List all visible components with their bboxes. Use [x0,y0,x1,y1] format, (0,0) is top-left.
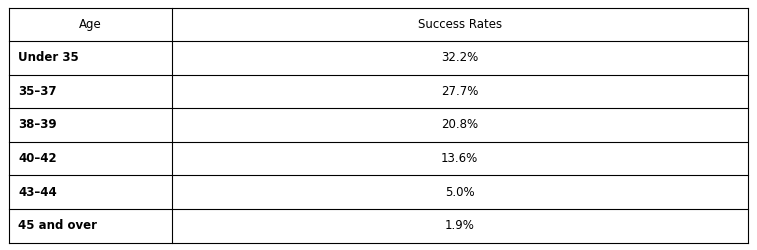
Text: 5.0%: 5.0% [445,186,475,199]
Text: 13.6%: 13.6% [441,152,478,165]
Text: 43–44: 43–44 [18,186,57,199]
Text: 27.7%: 27.7% [441,85,478,98]
Text: 1.9%: 1.9% [445,219,475,232]
Text: 40–42: 40–42 [18,152,57,165]
Text: 32.2%: 32.2% [441,51,478,64]
Text: Success Rates: Success Rates [418,18,502,31]
Text: Under 35: Under 35 [18,51,79,64]
Text: 35–37: 35–37 [18,85,57,98]
Text: 20.8%: 20.8% [441,118,478,132]
Text: 45 and over: 45 and over [18,219,97,232]
Text: Age: Age [79,18,101,31]
Text: 38–39: 38–39 [18,118,57,132]
